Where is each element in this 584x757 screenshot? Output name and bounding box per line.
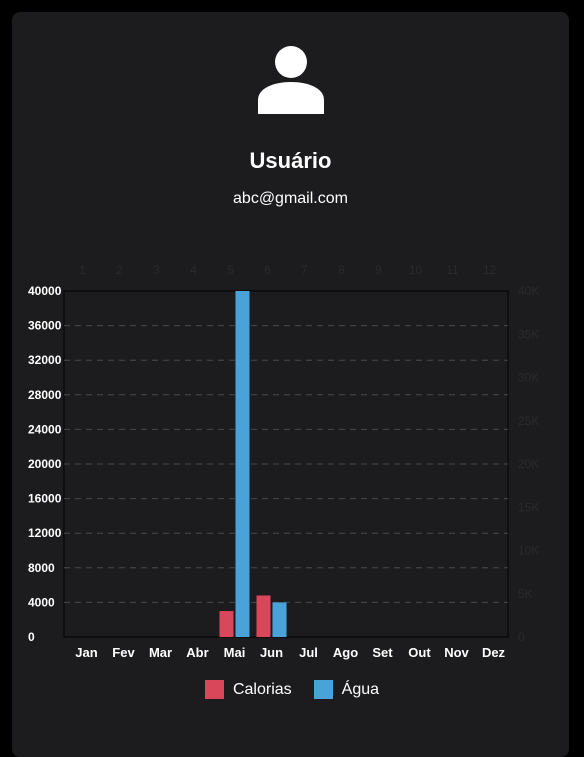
y-right-tick-label: 20K (518, 457, 539, 471)
x-category-label: Abr (186, 645, 208, 660)
y-right-tick-label: 0 (518, 630, 525, 644)
y-left-tick-label: 24000 (28, 422, 62, 436)
y-left-tick-label: 36000 (28, 319, 62, 333)
y-right-tick-label: 35K (518, 327, 539, 341)
x-top-tick-label: 5 (227, 263, 234, 277)
y-left-tick-label: 4000 (28, 595, 55, 609)
x-top-tick-label: 1 (79, 263, 86, 277)
y-right-tick-label: 25K (518, 414, 539, 428)
x-category-label: Mar (149, 645, 172, 660)
x-category-label: Mai (224, 645, 246, 660)
y-left-tick-label: 32000 (28, 353, 62, 367)
legend-swatch-agua (313, 680, 333, 699)
user-avatar-icon (258, 46, 324, 114)
bar-agua (272, 602, 287, 637)
x-top-tick-label: 6 (264, 263, 271, 277)
y-left-tick-label: 28000 (28, 388, 62, 402)
profile-card: Usuário abc@gmail.com (12, 12, 569, 757)
y-left-tick-label: 8000 (28, 561, 55, 575)
y-left-tick-label: 20000 (28, 457, 62, 471)
x-top-tick-label: 11 (446, 263, 459, 277)
y-left-tick-label: 0 (28, 630, 35, 644)
chart-legend: Calorias Água (0, 680, 584, 699)
bar-agua (235, 291, 250, 637)
user-name: Usuário (249, 148, 332, 173)
x-top-tick-label: 7 (301, 263, 308, 277)
x-category-label: Jun (260, 645, 283, 660)
y-right-tick-label: 15K (518, 500, 539, 514)
bar-calorias (256, 595, 271, 637)
x-category-label: Fev (112, 645, 135, 660)
x-top-tick-label: 9 (375, 263, 382, 277)
y-right-tick-label: 30K (518, 371, 539, 385)
x-category-label: Jul (299, 645, 318, 660)
y-left-tick-label: 16000 (28, 492, 62, 506)
legend-item-agua[interactable]: Água (313, 680, 380, 699)
y-left-tick-label: 12000 (28, 526, 62, 540)
y-right-tick-label: 10K (518, 544, 539, 558)
x-top-tick-label: 4 (190, 263, 197, 277)
x-top-tick-label: 2 (116, 263, 123, 277)
user-email: abc@gmail.com (233, 190, 348, 207)
y-right-tick-label: 40K (518, 284, 539, 298)
x-category-label: Dez (482, 645, 506, 660)
legend-label-agua: Água (341, 680, 380, 698)
legend-item-calorias[interactable]: Calorias (204, 680, 292, 699)
x-top-tick-label: 12 (483, 263, 497, 277)
x-category-label: Jan (75, 645, 97, 660)
legend-label-calorias: Calorias (232, 680, 292, 698)
x-category-label: Nov (444, 645, 469, 660)
legend-swatch-calorias (204, 680, 224, 699)
x-top-tick-label: 10 (409, 263, 423, 277)
x-category-label: Ago (333, 645, 358, 660)
x-category-label: Out (408, 645, 431, 660)
y-right-tick-label: 5K (518, 587, 533, 601)
x-top-tick-label: 3 (153, 263, 160, 277)
y-left-tick-label: 40000 (28, 284, 62, 298)
x-top-tick-label: 8 (338, 263, 345, 277)
bar-calorias (219, 611, 234, 637)
x-category-label: Set (372, 645, 393, 660)
